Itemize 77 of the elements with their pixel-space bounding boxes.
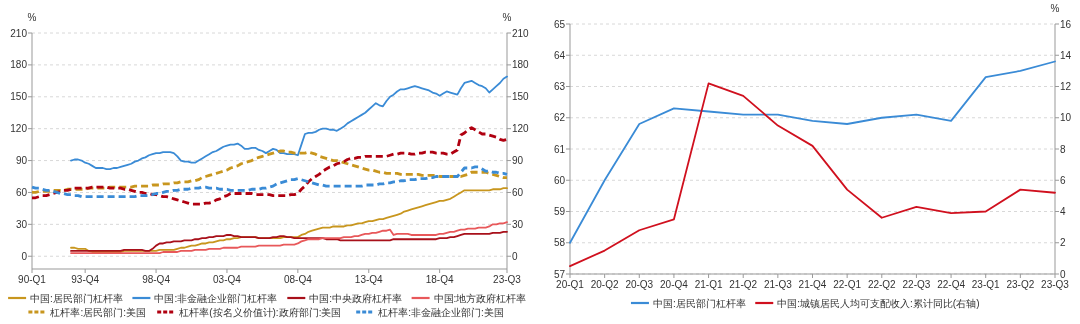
x-tick-label: 90-Q1 — [18, 274, 47, 285]
x-tick-label: 93-Q4 — [71, 274, 100, 285]
x-tick-label: 22-Q1 — [833, 279, 862, 290]
y-axis-title: % — [27, 12, 37, 23]
line-series — [30, 165, 509, 199]
legend-label: 中国:居民部门杠杆率 — [30, 292, 123, 304]
x-tick-label: 21-Q3 — [763, 279, 793, 290]
x-tick-label: 03-Q4 — [213, 274, 242, 285]
line-series — [569, 82, 1056, 268]
y-tick-label: 60 — [15, 186, 28, 198]
y-tick-label: 180 — [10, 59, 28, 71]
y2-tick-label: 12 — [1060, 81, 1072, 92]
y2-tick-label: 90 — [512, 155, 524, 167]
line-series — [70, 221, 508, 254]
y2-tick-label: 10 — [1060, 112, 1072, 124]
line-series — [70, 230, 508, 252]
x-tick-label: 21-Q2 — [729, 279, 758, 290]
x-tick-label: 08-Q4 — [283, 274, 313, 285]
line-series — [30, 126, 509, 206]
y-tick-label: 150 — [10, 91, 28, 103]
y-tick-label: 64 — [553, 49, 566, 61]
y-tick-label: 30 — [15, 218, 28, 230]
x-tick-label: 23-Q3 — [493, 274, 522, 285]
x-tick-label: 18-Q4 — [425, 274, 454, 285]
x-tick-label: 22-Q2 — [867, 279, 897, 290]
legend-label: 中国:城镇居民人均可支配收入:累计同比(右轴) — [777, 297, 980, 309]
x-tick-label: 13-Q4 — [354, 274, 384, 285]
x-tick-label: 22-Q3 — [902, 279, 931, 290]
legend-label: 杠杆率:非金融企业部门:美国 — [377, 306, 504, 318]
y-tick-label: 59 — [553, 206, 566, 217]
y2-tick-label: 30 — [512, 218, 524, 230]
line-series — [569, 60, 1056, 244]
y-tick-label: 0 — [21, 250, 28, 262]
y2-tick-label: 16 — [1060, 18, 1072, 30]
y2-axis-title: % — [1050, 3, 1060, 14]
x-tick-label: 20-Q3 — [625, 279, 654, 290]
y2-tick-label: 180 — [512, 59, 530, 71]
line-series — [70, 75, 508, 170]
legend-label: 中国:非金融企业部门杠杆率 — [154, 292, 278, 304]
legend-label: 中国:地方政府杠杆率 — [433, 292, 527, 304]
x-tick-label: 23-Q2 — [1006, 279, 1035, 290]
x-tick-label: 98-Q4 — [142, 274, 171, 285]
legend-label: 杠杆率(按名义价值计):政府部门:美国 — [178, 306, 342, 318]
x-tick-label: 21-Q4 — [798, 279, 827, 290]
x-tick-label: 21-Q1 — [694, 279, 723, 290]
x-tick-label: 20-Q4 — [660, 279, 689, 290]
x-tick-label: 22-Q4 — [937, 279, 966, 290]
y2-tick-label: 60 — [512, 186, 524, 198]
y-tick-label: 90 — [15, 155, 28, 167]
x-tick-label: 23-Q3 — [1041, 279, 1070, 290]
y2-tick-label: 4 — [1060, 206, 1066, 217]
y-tick-label: 120 — [10, 123, 28, 135]
y2-tick-label: 0 — [1060, 268, 1066, 280]
x-tick-label: 20-Q1 — [556, 279, 585, 290]
y-tick-label: 57 — [553, 268, 566, 280]
y2-tick-label: 210 — [512, 27, 530, 39]
legend-label: 中国:中央政府杠杆率 — [309, 292, 403, 304]
line-series — [30, 149, 509, 194]
x-tick-label: 23-Q1 — [971, 279, 1001, 290]
y-tick-label: 62 — [553, 112, 566, 124]
y-tick-label: 210 — [10, 27, 28, 39]
y-tick-label: 58 — [553, 237, 566, 249]
y2-tick-label: 120 — [512, 123, 530, 135]
legend-label: 中国:居民部门杠杆率 — [652, 297, 746, 309]
y-tick-label: 63 — [553, 81, 566, 92]
y-tick-label: 61 — [553, 143, 566, 155]
y2-tick-label: 14 — [1060, 49, 1072, 61]
y-tick-label: 60 — [553, 174, 566, 186]
y2-axis-title: % — [502, 12, 512, 23]
legend-label: 杠杆率:居民部门:美国 — [49, 306, 146, 318]
y2-tick-label: 2 — [1060, 237, 1066, 249]
y2-tick-label: 6 — [1060, 174, 1066, 186]
y2-tick-label: 150 — [512, 91, 530, 103]
x-tick-label: 20-Q2 — [590, 279, 619, 290]
y-tick-label: 65 — [553, 18, 566, 30]
y2-tick-label: 8 — [1060, 143, 1066, 155]
y2-tick-label: 0 — [512, 250, 518, 262]
